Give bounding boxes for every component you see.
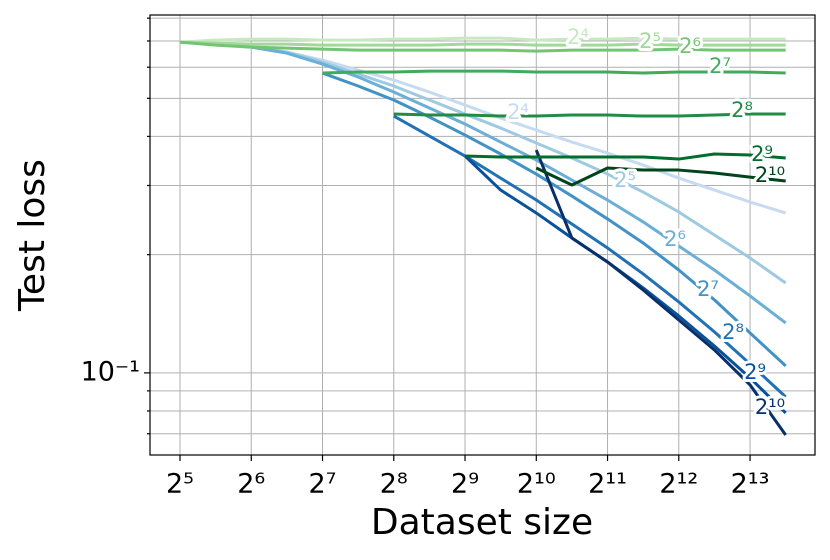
line-label: 2⁷ xyxy=(709,54,731,78)
line-label: 2⁷ xyxy=(697,277,719,301)
series-line xyxy=(535,166,786,187)
x-tick-label: 2¹⁰ xyxy=(517,469,556,500)
line-label: 2⁵ xyxy=(639,29,661,53)
series-line xyxy=(322,69,786,75)
series-line xyxy=(179,36,786,44)
line-label: 2⁹ xyxy=(744,360,766,384)
line-label: 2⁴ xyxy=(567,25,589,49)
series-line xyxy=(464,152,786,161)
series-line xyxy=(179,40,786,53)
line-label: 2⁸ xyxy=(731,98,753,122)
plot-frame xyxy=(149,14,816,456)
line-label: 2⁶ xyxy=(679,34,701,58)
y-axis-label: Test loss xyxy=(12,159,53,312)
x-tick-label: 2⁵ xyxy=(166,469,194,500)
x-axis-label: Dataset size xyxy=(371,502,593,543)
line-label: 2¹⁰ xyxy=(755,395,785,419)
line-label: 2¹⁰ xyxy=(755,163,785,187)
x-tick-label: 2⁸ xyxy=(380,469,408,500)
series-line xyxy=(393,112,786,118)
x-tick-label: 2⁹ xyxy=(451,469,479,500)
line-label: 2⁴ xyxy=(507,100,529,124)
series-line xyxy=(179,40,787,325)
line-label: 2⁹ xyxy=(751,142,773,166)
line-label: 2⁸ xyxy=(722,320,744,344)
line-label: 2⁶ xyxy=(664,227,686,251)
line-label: 2⁵ xyxy=(614,168,636,192)
series-line xyxy=(534,149,787,436)
series-line xyxy=(179,40,787,285)
series-line xyxy=(179,40,786,47)
series-line xyxy=(321,71,787,367)
series-line xyxy=(393,114,787,398)
x-tick-label: 2⁷ xyxy=(309,469,337,500)
x-tick-label: 2⁶ xyxy=(237,469,265,500)
y-tick-label: 10⁻¹ xyxy=(81,356,140,387)
x-tick-label: 2¹¹ xyxy=(588,469,627,500)
x-tick-label: 2¹² xyxy=(659,469,698,500)
x-tick-label: 2¹³ xyxy=(731,469,770,500)
